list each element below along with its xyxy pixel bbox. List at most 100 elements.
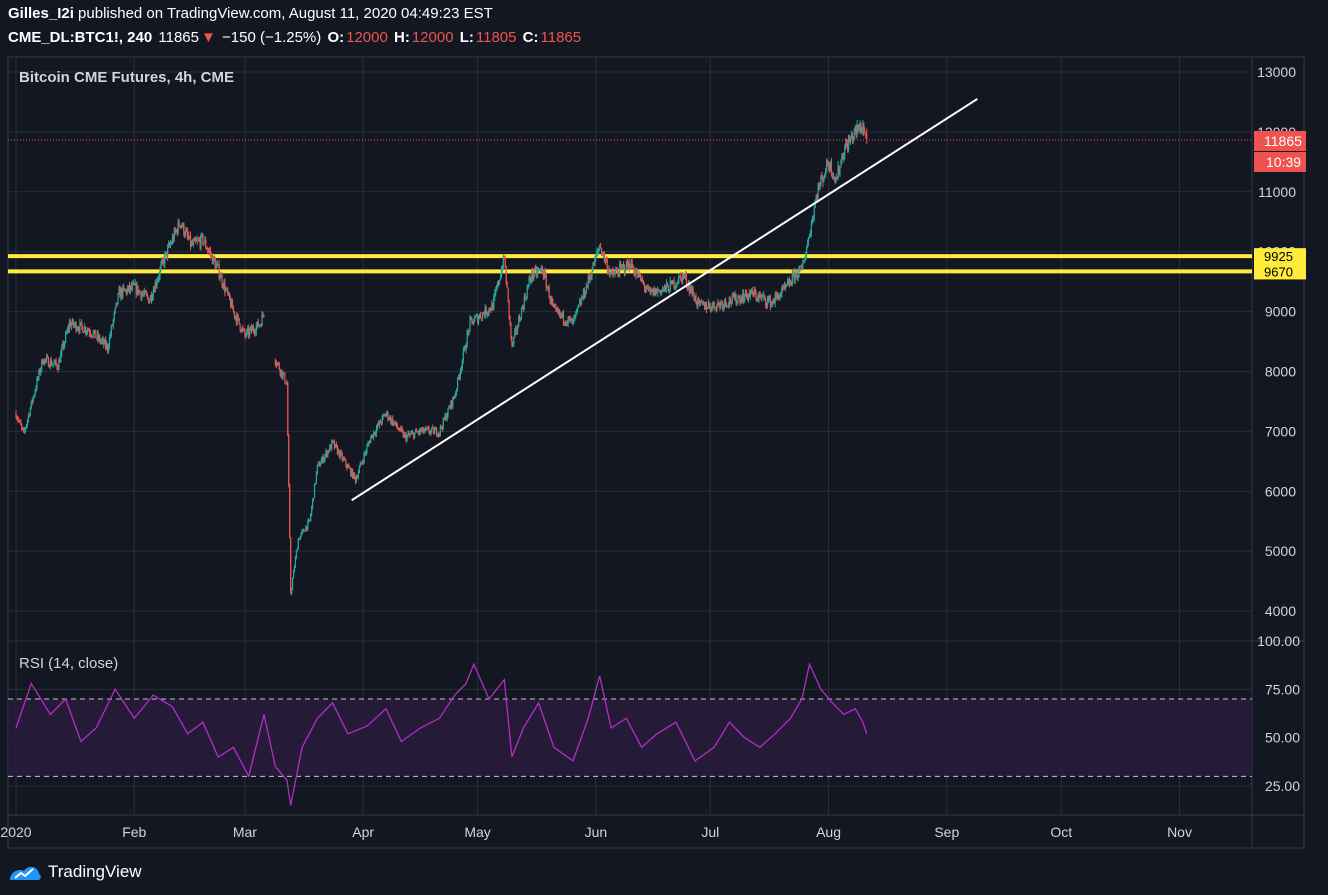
candle-body — [671, 280, 673, 284]
rsi-title: RSI (14, close) — [19, 655, 118, 672]
candle-body — [836, 178, 838, 180]
candle-body — [312, 497, 315, 500]
candle-body — [318, 462, 320, 467]
candle-body — [763, 295, 765, 297]
candle-body — [57, 367, 59, 370]
candle-body — [443, 418, 445, 420]
candle-body — [295, 551, 297, 559]
candle-body — [561, 312, 564, 317]
candle-body — [97, 333, 99, 340]
candle-body — [52, 363, 54, 365]
candle-body — [756, 297, 758, 299]
candle-body — [651, 289, 653, 292]
y-tick-label: 7000 — [1265, 423, 1296, 439]
candle-body — [281, 369, 283, 378]
candle-body — [430, 430, 432, 434]
candle-body — [168, 244, 171, 246]
candle-body — [502, 255, 504, 270]
open-label: O: — [327, 29, 345, 46]
candle-body — [862, 124, 864, 131]
candle-body — [428, 428, 430, 433]
candle-body — [812, 217, 814, 219]
candle-body — [396, 426, 399, 429]
candle-body — [347, 465, 349, 468]
candle-body — [528, 278, 530, 285]
publish-info: published on TradingView.com, August 11,… — [78, 5, 493, 22]
candle-body — [682, 274, 685, 277]
candle-body — [570, 318, 572, 320]
candle-body — [415, 430, 417, 433]
candle-body — [465, 346, 467, 350]
candle-body — [790, 283, 792, 285]
candle-body — [225, 289, 227, 292]
candle-body — [853, 129, 855, 136]
candle-body — [45, 357, 48, 360]
candle-body — [601, 254, 604, 256]
candle-body — [514, 331, 516, 338]
candle-body — [359, 463, 361, 468]
candle-body — [47, 357, 50, 367]
candle-body — [40, 368, 42, 374]
candle-body — [492, 303, 494, 310]
candle-body — [531, 270, 533, 280]
candle-body — [421, 427, 423, 431]
candle-body — [402, 430, 404, 438]
candle-body — [353, 472, 355, 479]
candle-body — [145, 290, 147, 294]
candle-body — [308, 519, 310, 522]
candle-body — [375, 427, 378, 434]
author-name[interactable]: Gilles_I2i — [8, 5, 74, 22]
candle-body — [610, 270, 612, 273]
candle-body — [538, 269, 540, 271]
candle-body — [314, 482, 317, 485]
candle-body — [589, 276, 591, 280]
candle-body — [828, 165, 831, 170]
candle-body — [460, 367, 462, 371]
candle-body — [82, 326, 84, 333]
candle-body — [198, 239, 200, 241]
candle-body — [65, 332, 68, 334]
candle-body — [734, 293, 736, 300]
candle-body — [381, 416, 383, 424]
candle-body — [210, 254, 213, 256]
candle-body — [313, 484, 316, 498]
candle-body — [742, 293, 744, 303]
candle-body — [64, 333, 67, 343]
candle-body — [115, 302, 117, 308]
candle-body — [785, 285, 787, 288]
candle-body — [410, 433, 412, 435]
candle-body — [307, 521, 309, 529]
candle-body — [193, 238, 195, 241]
y-tick-label: 11000 — [1258, 184, 1296, 200]
candle-body — [15, 413, 17, 418]
candle-body — [534, 268, 536, 276]
candle-body — [90, 334, 92, 337]
candle-body — [516, 327, 518, 331]
candle-body — [744, 295, 746, 302]
candle-body — [371, 434, 373, 438]
candle-body — [628, 261, 630, 269]
candle-body — [509, 316, 511, 323]
candle-body — [524, 296, 526, 299]
candle-body — [345, 459, 347, 466]
chart-area[interactable]: 2020 Feb Mar Apr May Jun Jul Aug Sep Oct Nov 13000 1… — [0, 0, 1328, 850]
candle-body — [614, 271, 616, 275]
candle-body — [627, 261, 629, 267]
candle-body — [784, 284, 786, 288]
candle-body — [237, 315, 239, 318]
candle-body — [20, 421, 22, 425]
candle-body — [279, 369, 281, 375]
candle-body — [596, 251, 598, 257]
candle-body — [603, 252, 606, 261]
candle-body — [581, 298, 584, 300]
candle-body — [641, 279, 643, 281]
candle-body — [748, 293, 750, 297]
candle-body — [497, 281, 500, 284]
candle-body — [847, 138, 850, 151]
candle-body — [254, 332, 256, 334]
candle-body — [374, 433, 377, 435]
candle-body — [552, 302, 554, 305]
candle-body — [626, 261, 628, 267]
candle-body — [291, 578, 294, 589]
candle-body — [280, 369, 282, 375]
